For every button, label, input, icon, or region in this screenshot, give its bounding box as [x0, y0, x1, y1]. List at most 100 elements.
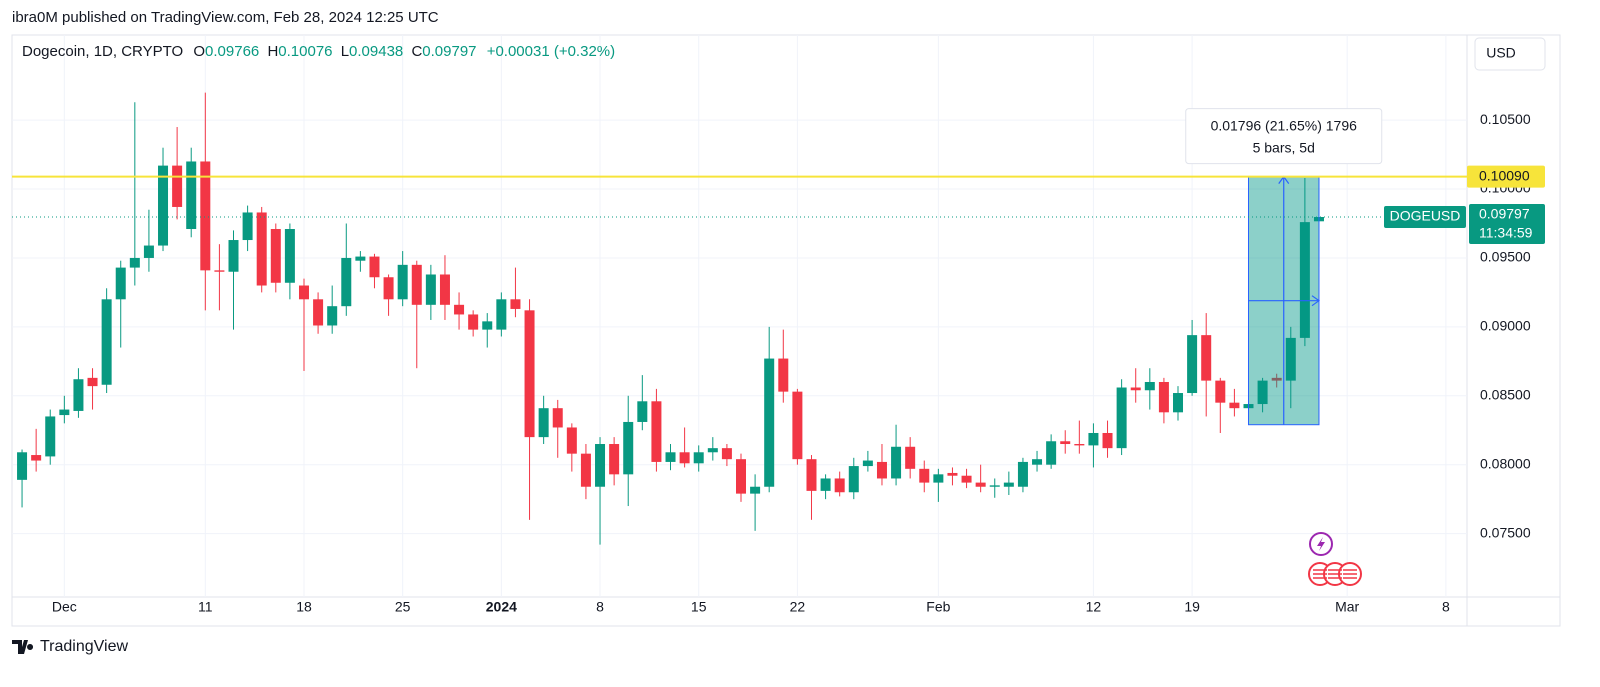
y-tick-label: 0.07500 [1480, 524, 1531, 540]
candle-body [1299, 222, 1310, 338]
candle-body [45, 416, 56, 457]
candle-body [580, 453, 591, 487]
candle-body [256, 212, 267, 286]
candle-body [1046, 441, 1057, 465]
x-tick-label: Mar [1335, 599, 1359, 615]
x-tick-label: 19 [1184, 599, 1200, 615]
candle-body [1116, 387, 1127, 449]
candle-body [623, 421, 634, 475]
candle-body [87, 377, 98, 387]
candle-body [482, 321, 493, 330]
candle-body [313, 299, 324, 326]
candle-body [284, 229, 295, 283]
o-value: 0.09766 [205, 43, 259, 60]
candle-body [1017, 461, 1028, 487]
candle-body [693, 452, 704, 464]
x-tick-label: 25 [395, 599, 411, 615]
y-tick-label: 0.09500 [1480, 249, 1531, 265]
candle-body [778, 358, 789, 392]
candle-body [17, 452, 28, 480]
x-tick-label: 8 [596, 599, 604, 615]
candle-body [1088, 432, 1099, 446]
x-tick-label: 2024 [486, 599, 517, 615]
candle-body [552, 408, 563, 428]
c-value: 0.09797 [422, 43, 476, 60]
candle-body [975, 482, 986, 487]
published: ibra0M published on TradingView.com, Feb… [12, 9, 439, 26]
candle-body [214, 270, 225, 272]
y-tick-label: 0.09000 [1480, 318, 1531, 334]
candle-body [595, 444, 606, 487]
candle-body [848, 466, 859, 493]
change: +0.00031 (+0.32%) [487, 43, 615, 60]
candle-body [961, 475, 972, 483]
candle-body [298, 285, 309, 300]
candle-body [397, 264, 408, 300]
candle-body [1229, 402, 1240, 409]
candle-body [736, 459, 746, 494]
candle-body [1060, 441, 1071, 445]
candle-body [172, 165, 183, 207]
x-tick-label: 22 [790, 599, 806, 615]
candle-body [905, 446, 916, 469]
candle-body [989, 485, 1000, 487]
candle-body [750, 486, 761, 494]
candle-body [31, 455, 42, 461]
x-tick-label: Dec [52, 599, 77, 615]
candle-body [947, 472, 958, 476]
candle-body [1144, 381, 1155, 391]
candle-body [439, 274, 450, 305]
candle-body [1003, 482, 1014, 487]
candle-body [1201, 335, 1212, 381]
measure-tooltip [1185, 108, 1383, 165]
candle-body [496, 299, 507, 330]
candle-body [538, 408, 549, 438]
candle-body [679, 452, 690, 464]
candle-body [200, 161, 211, 271]
candle-body [1271, 377, 1282, 381]
l-value: 0.09438 [349, 43, 403, 60]
candle-body [806, 459, 817, 491]
measure-label: 0.01796 (21.65%) 1796 [1211, 117, 1358, 133]
x-tick-label: 18 [296, 599, 312, 615]
h-value: 0.10076 [278, 43, 332, 60]
candle-body [59, 409, 70, 416]
candle-body [101, 299, 112, 385]
candle-body [834, 478, 845, 493]
currency[interactable]: USD [1486, 45, 1516, 61]
candle-body [1285, 337, 1296, 381]
y-tick-label: 0.10500 [1480, 111, 1531, 127]
candle-body [186, 161, 197, 230]
currency-box[interactable] [1474, 37, 1546, 71]
price-box [1469, 204, 1545, 245]
candle-body [129, 257, 140, 268]
candle-body [468, 314, 479, 330]
x-tick-label: 12 [1086, 599, 1102, 615]
candle-body [637, 401, 648, 422]
x-tick-label: 11 [198, 599, 213, 615]
candle-body [115, 267, 126, 300]
candle-body [707, 448, 718, 453]
candle-body [1032, 459, 1043, 465]
y-tick-label: 0.08000 [1480, 455, 1531, 471]
candle-body [1074, 444, 1085, 446]
hline-label-box [1467, 165, 1545, 188]
candle-body [355, 256, 366, 261]
candle-body [242, 212, 253, 241]
candle-body [665, 452, 676, 462]
lightning [1317, 537, 1325, 551]
candle-body [876, 461, 887, 479]
candle-body [73, 379, 84, 411]
l-label: L [341, 43, 349, 60]
candle-body [228, 240, 239, 272]
logo-mark [12, 640, 34, 654]
o-label: O [193, 43, 205, 60]
candles [17, 92, 1324, 545]
candle-body [1257, 380, 1268, 405]
candle-body [411, 264, 422, 305]
candle-body [143, 245, 154, 258]
x-tick-label: 15 [691, 599, 707, 615]
x-tick-label: 8 [1442, 599, 1450, 615]
logo-text: TradingView [40, 638, 128, 655]
